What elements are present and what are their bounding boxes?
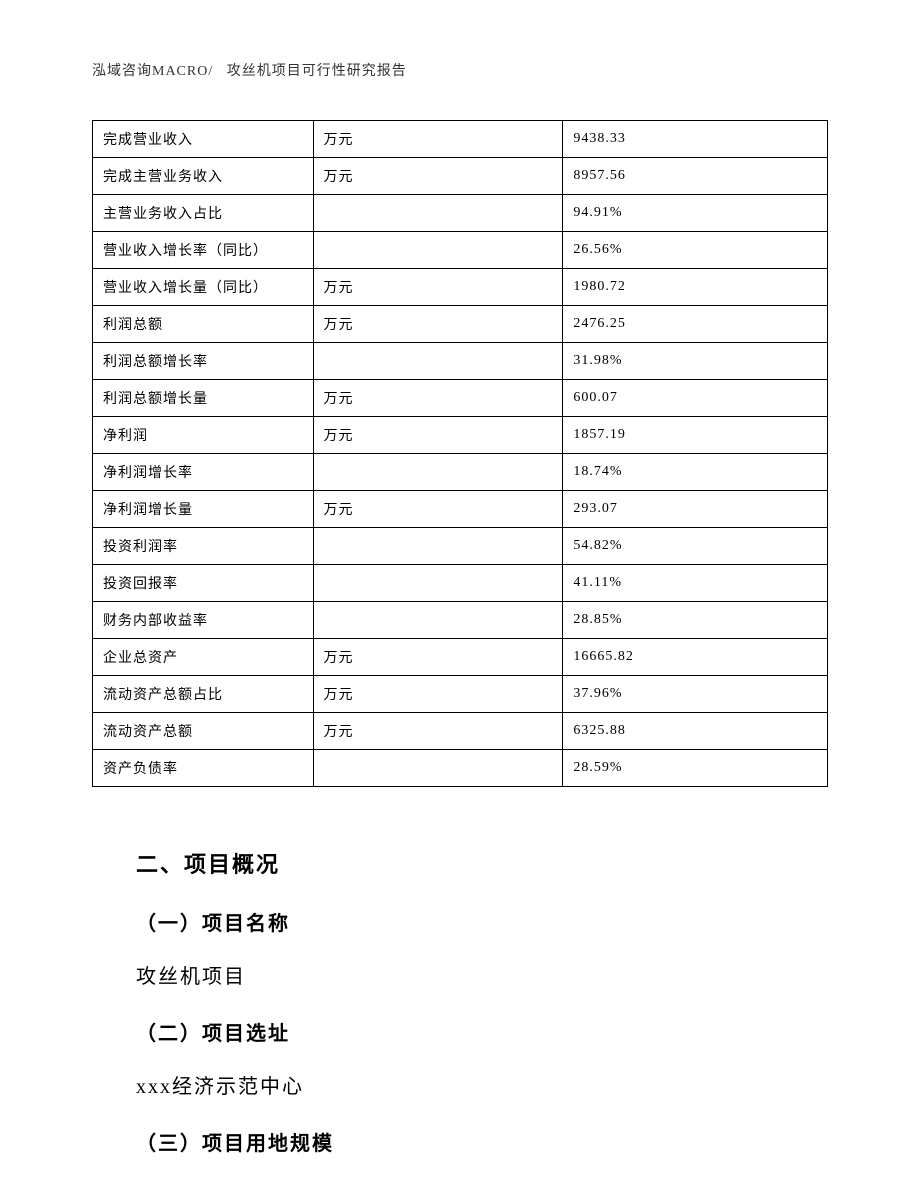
heading-3-landscale: （三）项目用地规模 [136, 1127, 828, 1156]
table-cell-label: 完成营业收入 [93, 121, 314, 158]
table-cell-label: 主营业务收入占比 [93, 195, 314, 232]
table-cell-value: 6325.88 [563, 713, 828, 750]
table-cell-label: 资产负债率 [93, 750, 314, 787]
table-row: 流动资产总额占比万元37.96% [93, 676, 828, 713]
table-cell-label: 利润总额 [93, 306, 314, 343]
table-cell-value: 1857.19 [563, 417, 828, 454]
table-row: 主营业务收入占比 94.91% [93, 195, 828, 232]
table-cell-unit: 万元 [313, 713, 563, 750]
table-row: 利润总额增长量万元600.07 [93, 380, 828, 417]
financial-table-body: 完成营业收入万元9438.33完成主营业务收入万元8957.56主营业务收入占比… [93, 121, 828, 787]
table-row: 净利润万元1857.19 [93, 417, 828, 454]
table-cell-unit: 万元 [313, 269, 563, 306]
table-cell-label: 财务内部收益率 [93, 602, 314, 639]
table-cell-unit: 万元 [313, 158, 563, 195]
table-row: 净利润增长量万元293.07 [93, 491, 828, 528]
table-row: 企业总资产万元16665.82 [93, 639, 828, 676]
table-cell-label: 净利润增长量 [93, 491, 314, 528]
heading-3-name: （一）项目名称 [136, 907, 828, 936]
table-cell-unit [313, 565, 563, 602]
table-cell-value: 8957.56 [563, 158, 828, 195]
table-cell-value: 1980.72 [563, 269, 828, 306]
table-cell-label: 营业收入增长率（同比） [93, 232, 314, 269]
table-cell-value: 94.91% [563, 195, 828, 232]
table-cell-value: 28.59% [563, 750, 828, 787]
table-cell-label: 利润总额增长率 [93, 343, 314, 380]
table-row: 投资利润率 54.82% [93, 528, 828, 565]
table-cell-value: 26.56% [563, 232, 828, 269]
heading-3-location: （二）项目选址 [136, 1017, 828, 1046]
financial-table: 完成营业收入万元9438.33完成主营业务收入万元8957.56主营业务收入占比… [92, 120, 828, 787]
table-cell-label: 投资回报率 [93, 565, 314, 602]
table-cell-label: 企业总资产 [93, 639, 314, 676]
table-cell-value: 18.74% [563, 454, 828, 491]
table-cell-label: 完成主营业务收入 [93, 158, 314, 195]
table-row: 净利润增长率 18.74% [93, 454, 828, 491]
table-row: 完成营业收入万元9438.33 [93, 121, 828, 158]
table-row: 流动资产总额万元6325.88 [93, 713, 828, 750]
table-cell-label: 营业收入增长量（同比） [93, 269, 314, 306]
table-cell-unit [313, 454, 563, 491]
table-cell-unit [313, 602, 563, 639]
table-cell-unit [313, 343, 563, 380]
header-right: 攻丝机项目可行性研究报告 [227, 64, 407, 79]
table-cell-unit: 万元 [313, 491, 563, 528]
table-cell-unit: 万元 [313, 380, 563, 417]
table-row: 营业收入增长量（同比）万元1980.72 [93, 269, 828, 306]
heading-2: 二、项目概况 [136, 847, 828, 879]
table-cell-value: 9438.33 [563, 121, 828, 158]
table-row: 利润总额增长率 31.98% [93, 343, 828, 380]
table-cell-value: 293.07 [563, 491, 828, 528]
table-cell-value: 41.11% [563, 565, 828, 602]
table-cell-unit: 万元 [313, 417, 563, 454]
table-row: 财务内部收益率 28.85% [93, 602, 828, 639]
project-location-text: xxx经济示范中心 [136, 1070, 828, 1099]
section-overview: 二、项目概况 （一）项目名称 攻丝机项目 （二）项目选址 xxx经济示范中心 （… [92, 847, 828, 1156]
table-cell-label: 净利润 [93, 417, 314, 454]
table-cell-value: 37.96% [563, 676, 828, 713]
table-cell-unit: 万元 [313, 639, 563, 676]
table-cell-value: 31.98% [563, 343, 828, 380]
table-cell-unit [313, 750, 563, 787]
table-row: 营业收入增长率（同比） 26.56% [93, 232, 828, 269]
table-cell-label: 流动资产总额占比 [93, 676, 314, 713]
project-name-text: 攻丝机项目 [136, 960, 828, 989]
table-cell-label: 利润总额增长量 [93, 380, 314, 417]
page: 泓域咨询MACRO/ 攻丝机项目可行性研究报告 完成营业收入万元9438.33完… [0, 0, 920, 1191]
table-cell-unit: 万元 [313, 121, 563, 158]
table-row: 利润总额万元2476.25 [93, 306, 828, 343]
table-cell-unit [313, 232, 563, 269]
table-cell-label: 净利润增长率 [93, 454, 314, 491]
table-row: 投资回报率 41.11% [93, 565, 828, 602]
table-cell-label: 投资利润率 [93, 528, 314, 565]
table-cell-value: 600.07 [563, 380, 828, 417]
page-header: 泓域咨询MACRO/ 攻丝机项目可行性研究报告 [92, 60, 828, 80]
table-cell-unit: 万元 [313, 676, 563, 713]
table-cell-label: 流动资产总额 [93, 713, 314, 750]
table-cell-value: 54.82% [563, 528, 828, 565]
table-row: 资产负债率 28.59% [93, 750, 828, 787]
table-cell-value: 16665.82 [563, 639, 828, 676]
table-row: 完成主营业务收入万元8957.56 [93, 158, 828, 195]
table-cell-unit: 万元 [313, 306, 563, 343]
header-left: 泓域咨询MACRO/ [92, 64, 213, 79]
table-cell-value: 2476.25 [563, 306, 828, 343]
table-cell-value: 28.85% [563, 602, 828, 639]
table-cell-unit [313, 528, 563, 565]
table-cell-unit [313, 195, 563, 232]
